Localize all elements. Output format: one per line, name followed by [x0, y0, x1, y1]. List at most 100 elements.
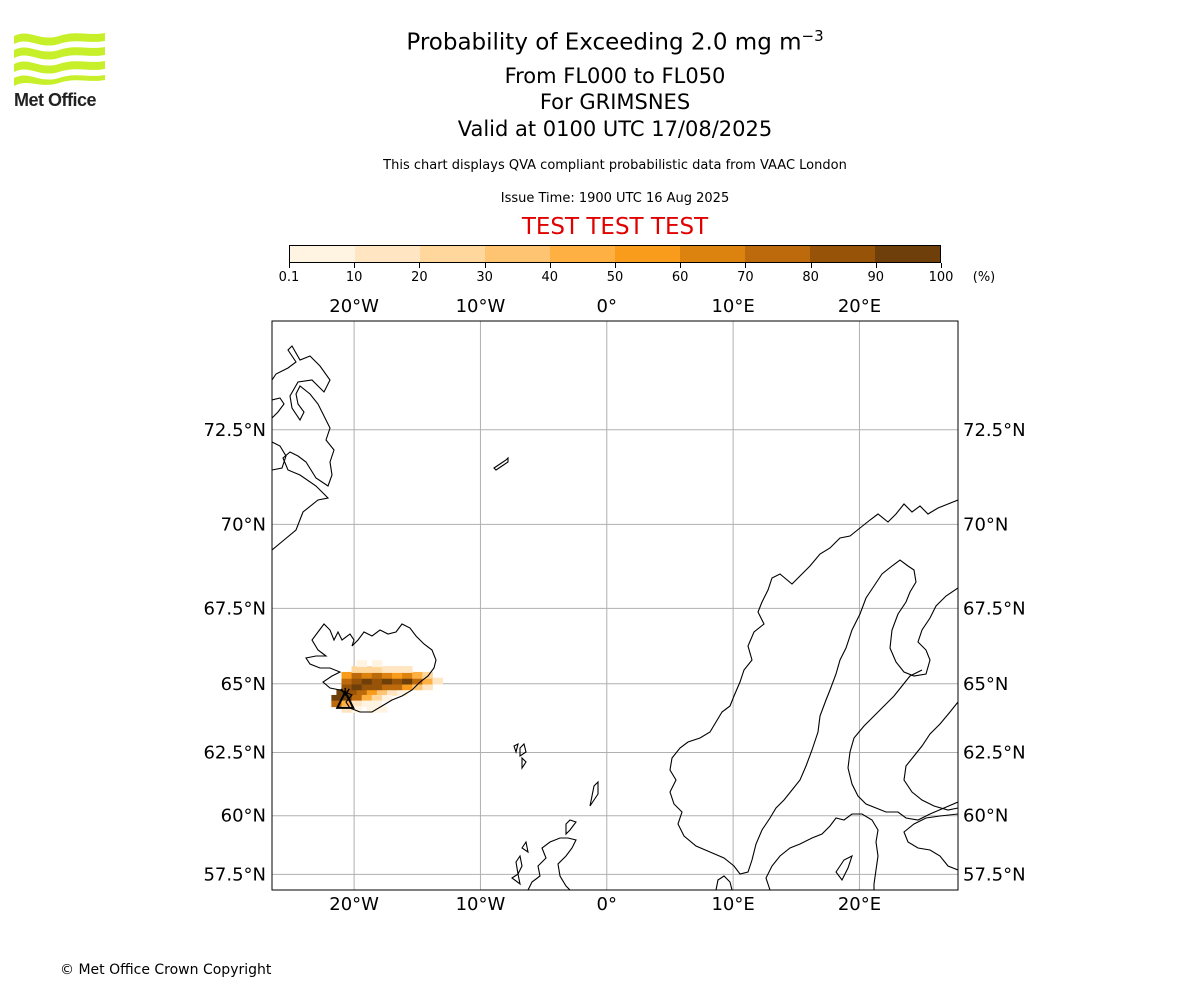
colorbar-segment — [680, 246, 745, 262]
probability-cell — [331, 694, 342, 702]
valid-time: Valid at 0100 UTC 17/08/2025 — [457, 117, 773, 141]
colorbar-tick-label: 0.1 — [278, 270, 300, 285]
probability-cell — [371, 694, 383, 702]
colorbar-tick — [419, 263, 421, 268]
probability-cell — [412, 671, 423, 679]
greenland-coast — [272, 345, 335, 551]
colorbar-segment — [420, 246, 485, 262]
probability-cell — [376, 689, 388, 696]
colorbar-segment — [550, 246, 615, 262]
probability-cell — [361, 694, 373, 702]
probability-field — [331, 660, 443, 713]
colorbar-tick — [615, 263, 616, 268]
probability-cell — [402, 677, 413, 685]
greenland-fjord — [272, 441, 287, 471]
probability-cell — [371, 660, 383, 668]
probability-cell — [341, 694, 352, 702]
scotland-coast — [527, 837, 577, 890]
level-range: From FL000 to FL050 — [504, 64, 726, 88]
bottom-lon-label: 20°W — [329, 894, 379, 915]
left-lat-label: 57.5°N — [203, 864, 266, 885]
probability-cell — [422, 677, 433, 685]
probability-cell — [361, 666, 373, 673]
probability-cell — [336, 689, 347, 696]
left-lat-label: 70°N — [221, 514, 266, 535]
probability-cell — [397, 689, 408, 696]
map-background — [272, 321, 958, 890]
colorbar-segment — [485, 246, 550, 262]
colorbar-tick-label: 90 — [867, 270, 885, 285]
top-lon-label: 10°E — [711, 296, 754, 317]
probability-cell — [351, 671, 363, 679]
colorbar-tick-label: 40 — [541, 270, 559, 285]
right-lat-label: 65°N — [963, 674, 1008, 695]
colorbar-tick — [810, 263, 812, 268]
probability-cell — [412, 677, 423, 685]
colorbar-segment — [290, 246, 355, 262]
colorbar-tick-label: 10 — [345, 270, 363, 285]
right-lat-label: 67.5°N — [963, 598, 1026, 619]
top-lon-label: 20°E — [838, 296, 881, 317]
probability-cell — [351, 694, 363, 702]
faroe-islands — [513, 742, 527, 770]
top-lon-label: 20°W — [329, 296, 379, 317]
probability-cell — [331, 700, 342, 708]
probability-cell — [356, 689, 368, 696]
right-lat-label: 60°N — [963, 806, 1008, 827]
test-banner: TEST TEST TEST — [521, 214, 709, 240]
colorbar-tick-label: 50 — [606, 270, 624, 285]
probability-cell — [366, 689, 378, 696]
probability-cell — [392, 677, 403, 685]
probability-cell — [341, 677, 352, 685]
sweden-south-coast — [765, 813, 879, 890]
chart-description: This chart displays QVA compliant probab… — [383, 158, 847, 173]
probability-cell — [381, 694, 393, 702]
probability-cell — [351, 666, 363, 673]
probability-cell — [371, 700, 383, 708]
probability-cell — [422, 683, 433, 691]
denmark-coast — [715, 875, 733, 890]
iceland-coast — [305, 623, 437, 713]
probability-cell — [381, 683, 393, 691]
norway-coast — [669, 499, 958, 875]
bottom-lon-label: 10°W — [456, 894, 506, 915]
colorbar-tick — [549, 263, 551, 268]
bottom-lon-label: 20°E — [838, 894, 881, 915]
colorbar-tick — [745, 263, 747, 268]
probability-cell — [371, 677, 383, 685]
probability-cell — [346, 689, 358, 696]
volcano-plume — [340, 687, 350, 697]
probability-cell — [371, 683, 383, 691]
volcano-marker-icon — [335, 687, 355, 709]
bottom-lon-label: 0° — [597, 894, 617, 915]
probability-cell — [341, 706, 352, 713]
probability-cell — [402, 671, 413, 679]
colorbar-segment — [810, 246, 875, 262]
copyright-notice: © Met Office Crown Copyright — [60, 962, 272, 978]
probability-cell — [392, 666, 403, 673]
gotland — [835, 854, 853, 882]
coastlines — [272, 345, 958, 890]
logo-text: Met Office — [14, 90, 97, 110]
probability-cell — [361, 683, 373, 691]
colorbar-segment — [745, 246, 810, 262]
top-lon-label: 0° — [597, 296, 617, 317]
colorbar-tick — [941, 263, 942, 268]
left-lat-label: 65°N — [221, 674, 266, 695]
right-lat-label: 70°N — [963, 514, 1008, 535]
colorbar-tick-label: 80 — [802, 270, 819, 285]
bottom-lon-label: 10°E — [711, 894, 754, 915]
map-axis-labels: 20°W 10°W 0° 10°E 20°E 20°W 10°W 0° 10°E 20°E 72.5… — [203, 296, 1025, 915]
probability-cell — [361, 677, 373, 685]
probability-cell — [356, 660, 368, 668]
probability-cell — [351, 677, 363, 685]
probability-cell — [381, 666, 393, 673]
orkney-islands — [565, 819, 577, 836]
greenland-fjord-2 — [272, 397, 285, 419]
gridlines — [272, 321, 958, 890]
colorbar-tick-label: 30 — [476, 270, 493, 285]
right-lat-label: 57.5°N — [963, 864, 1026, 885]
colorbar-tick — [875, 263, 877, 268]
probability-cell — [392, 671, 403, 679]
